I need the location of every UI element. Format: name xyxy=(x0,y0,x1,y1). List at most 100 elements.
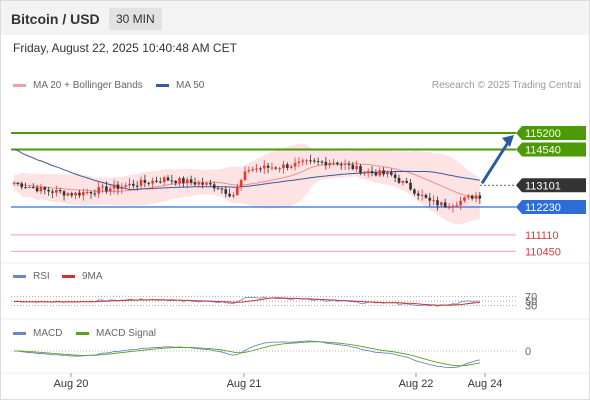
legend-rsi: RSI xyxy=(13,271,50,282)
candle-body xyxy=(128,183,131,186)
candle xyxy=(112,179,116,194)
candle-body xyxy=(151,180,154,184)
candle xyxy=(401,180,405,186)
candle xyxy=(51,189,54,199)
candle-body xyxy=(189,179,193,183)
candle xyxy=(35,184,39,193)
candle-body xyxy=(197,182,201,185)
candle-body xyxy=(239,180,243,187)
candle xyxy=(120,182,124,194)
candle-body xyxy=(139,179,143,186)
instrument-title: Bitcoin / USD xyxy=(11,11,100,27)
candle-body xyxy=(70,193,74,196)
candle xyxy=(440,201,443,208)
candle-body xyxy=(343,163,347,165)
level-label-112230: 112230 xyxy=(525,202,561,214)
candle xyxy=(243,166,247,181)
candle xyxy=(147,181,151,187)
candle-body xyxy=(101,186,104,188)
candle xyxy=(151,177,154,190)
candle-body xyxy=(390,172,393,175)
candle xyxy=(297,157,301,168)
level-label-111110: 111110 xyxy=(525,230,558,242)
candle-body xyxy=(447,207,451,209)
candle xyxy=(463,196,466,203)
candle-body xyxy=(463,197,466,201)
candle xyxy=(247,166,251,174)
candle-body xyxy=(409,182,412,190)
candle-body xyxy=(193,182,197,185)
candle xyxy=(366,168,370,178)
candle-body xyxy=(105,186,108,192)
candle-body xyxy=(132,183,135,186)
candle xyxy=(343,159,347,170)
candle xyxy=(66,192,70,197)
candle-body xyxy=(24,187,27,189)
candle-body xyxy=(282,164,285,169)
x-tick-label: Aug 20 xyxy=(54,378,89,390)
candle-body xyxy=(470,195,474,199)
legend-ma50: MA 50 xyxy=(156,80,204,91)
candle xyxy=(339,161,343,170)
candle xyxy=(370,166,374,177)
rsi-ma-line xyxy=(13,297,480,306)
candle xyxy=(132,179,135,189)
candle xyxy=(309,154,312,165)
candle xyxy=(170,174,174,185)
candle-body xyxy=(359,165,362,174)
candle xyxy=(55,185,58,197)
candle-body xyxy=(78,192,81,196)
candle xyxy=(282,160,285,174)
candle xyxy=(239,178,243,191)
candle-body xyxy=(58,189,62,192)
candle xyxy=(205,181,208,187)
candle-body xyxy=(467,195,470,198)
candle xyxy=(347,160,351,170)
candle-body xyxy=(424,194,428,198)
candle-body xyxy=(66,193,70,196)
candle-body xyxy=(232,194,235,197)
candle-body xyxy=(93,193,97,195)
candle xyxy=(185,177,189,189)
candle-body xyxy=(35,187,39,192)
candle xyxy=(143,174,147,188)
candle-body xyxy=(47,189,50,192)
candle xyxy=(62,190,66,201)
timeframe-badge[interactable]: 30 MIN xyxy=(109,8,162,30)
candle xyxy=(236,183,239,196)
candle-body xyxy=(255,168,258,170)
candle-body xyxy=(205,183,208,185)
candle xyxy=(436,196,439,211)
candle xyxy=(232,192,235,199)
candle-body xyxy=(43,187,47,190)
candle-body xyxy=(436,200,439,206)
candle xyxy=(351,161,355,171)
candle xyxy=(355,160,358,172)
candle xyxy=(289,164,293,170)
candle xyxy=(255,164,258,173)
candle xyxy=(328,159,331,169)
candle-body xyxy=(378,170,382,176)
candle-body xyxy=(301,160,305,162)
candle xyxy=(251,166,254,173)
candle xyxy=(97,181,100,198)
candle xyxy=(20,181,23,190)
candle-body xyxy=(247,170,251,172)
candle xyxy=(301,158,305,166)
candle-body xyxy=(155,180,158,182)
candle xyxy=(259,166,262,173)
candle-body xyxy=(174,180,177,184)
candle-body xyxy=(28,187,31,189)
legend-macd-signal: MACD Signal xyxy=(76,328,156,339)
candle-body xyxy=(478,195,482,199)
candle xyxy=(324,157,328,170)
candle xyxy=(390,168,393,177)
candle-body xyxy=(413,189,416,194)
candle-body xyxy=(420,194,424,196)
candle xyxy=(128,178,131,189)
candle xyxy=(397,174,401,184)
candle xyxy=(212,181,216,192)
candle-body xyxy=(266,165,270,168)
candle-body xyxy=(82,192,85,196)
candle-body xyxy=(108,188,112,192)
